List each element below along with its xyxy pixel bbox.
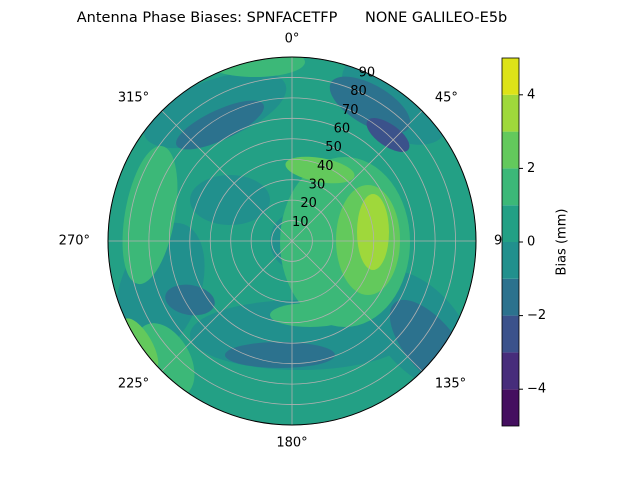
r-tick-label: 70	[342, 103, 359, 118]
chart-title: Antenna Phase Biases: SPNFACETFP NONE GA…	[77, 10, 508, 26]
contour-region	[176, 100, 264, 150]
colorbar-tick-label: 4	[527, 87, 535, 102]
grid-spoke	[291, 240, 423, 372]
theta-tick-label: 135°	[435, 376, 466, 391]
contour-region	[165, 284, 215, 316]
colorbar-band	[502, 389, 519, 426]
colorbar-band	[502, 352, 519, 390]
grid-spoke	[161, 240, 293, 372]
r-tick-label: 20	[300, 196, 317, 211]
r-tick-label: 60	[334, 121, 351, 136]
grid-spoke	[161, 110, 293, 242]
colorbar-band	[502, 168, 519, 206]
r-tick-label: 80	[350, 84, 367, 99]
colorbar-tick-label: −4	[527, 382, 546, 397]
contour-region	[143, 71, 287, 149]
contour-region	[329, 76, 411, 134]
colorbar-tick-label: 0	[527, 235, 535, 250]
contour-region	[205, 57, 305, 77]
colorbar-band	[502, 278, 519, 316]
theta-tick-label: 180°	[276, 436, 307, 451]
theta-tick-label: 0°	[285, 32, 300, 47]
colorbar-band	[502, 205, 519, 242]
r-tick-label: 10	[292, 215, 309, 230]
r-tick-label: 90	[359, 65, 376, 80]
contour-region	[285, 156, 355, 184]
overlay: 0°45°90135°180°225°270°315°1020304050607…	[59, 32, 570, 451]
colorbar-band	[502, 315, 519, 353]
colorbar-tick-label: −2	[527, 308, 546, 323]
colorbar-band	[502, 242, 519, 279]
theta-tick-label: 45°	[435, 91, 458, 106]
colorbar-band	[502, 94, 519, 132]
theta-tick-label: 270°	[59, 234, 90, 249]
contour-region	[225, 342, 335, 368]
contour-region	[270, 303, 350, 327]
colorbar-band	[502, 58, 519, 95]
polar-frame	[107, 56, 477, 426]
grid-spoke	[291, 110, 423, 242]
theta-tick-label: 315°	[118, 91, 149, 106]
r-tick-label: 40	[317, 159, 334, 174]
theta-tick-label: 225°	[118, 376, 149, 391]
colorbar-band	[502, 131, 519, 169]
contour-region	[190, 175, 270, 225]
colorbar-tick-label: 2	[527, 161, 535, 176]
r-tick-label: 50	[325, 140, 342, 155]
colorbar-label: Bias (mm)	[555, 209, 570, 276]
contour-region	[122, 145, 178, 285]
r-tick-label: 30	[309, 177, 326, 192]
